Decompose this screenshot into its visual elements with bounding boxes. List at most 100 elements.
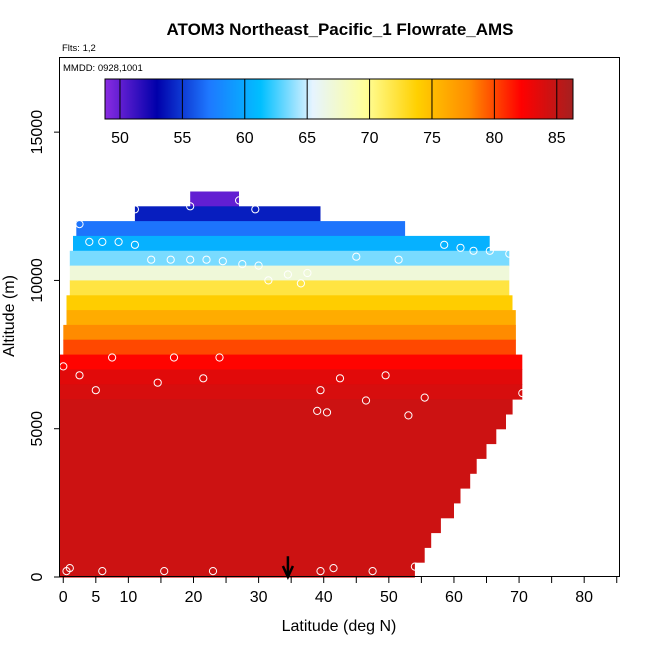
flights-annotation: Flts: 1,2 (62, 43, 96, 54)
x-tick-label-10: 10 (119, 589, 137, 606)
heatmap-band-20 (60, 488, 461, 504)
colorbar-label-70: 70 (361, 130, 379, 147)
colorbar: 50 55 60 65 70 75 80 85 (104, 78, 574, 147)
sample-point-36 (381, 371, 390, 380)
sample-point-11 (469, 246, 478, 255)
x-tick-label-50: 50 (380, 589, 398, 606)
sample-point-29 (169, 353, 179, 362)
heatmap-band-14 (60, 399, 513, 415)
heatmap-band-18 (60, 458, 477, 474)
sample-point-51 (368, 567, 377, 576)
sample-point-23 (283, 270, 292, 279)
x-axis: 0 5 10 20 30 40 50 60 70 80 (59, 577, 618, 606)
sample-point-8 (130, 240, 139, 249)
y-tick-label-10000: 10000 (29, 258, 46, 303)
date-annotation: MMDD: 0928,1001 (63, 63, 143, 74)
chart-title: ATOM3 Northeast_Pacific_1 Flowrate_AMS (166, 20, 513, 39)
heatmap-band-7 (66, 295, 513, 311)
heatmap-band-17 (60, 443, 487, 459)
heatmap-band-4 (69, 250, 510, 267)
sample-point-49 (316, 567, 325, 576)
sample-point-17 (202, 255, 211, 264)
sample-point-48 (208, 567, 218, 576)
sample-point-5 (85, 237, 94, 246)
x-tick-label-70: 70 (510, 589, 528, 606)
colorbar-label-80: 80 (485, 130, 503, 147)
heatmap-band-8 (66, 310, 516, 326)
sample-point-22 (394, 255, 403, 264)
sample-point-34 (91, 386, 100, 395)
sample-point-10 (456, 243, 465, 252)
colorbar-label-65: 65 (298, 130, 316, 147)
heatmap-band-16 (60, 428, 497, 445)
colorbar-gradient (104, 78, 574, 120)
sample-point-35 (335, 374, 345, 383)
heatmap-band-2 (76, 221, 406, 237)
sample-point-46 (98, 567, 107, 576)
sample-point-15 (166, 255, 175, 264)
heatmap-band-24 (60, 547, 425, 563)
y-tick-label-5000: 5000 (29, 411, 46, 447)
sample-point-40 (313, 406, 322, 415)
x-tick-label-80: 80 (575, 589, 593, 606)
heatmap-band-19 (60, 473, 471, 489)
sample-point-31 (75, 371, 84, 380)
sample-point-30 (215, 353, 224, 362)
sample-point-1 (186, 202, 195, 211)
heatmap-band-13 (60, 384, 523, 400)
sample-point-25 (264, 276, 273, 285)
colorbar-label-50: 50 (111, 130, 129, 147)
sample-point-32 (199, 374, 208, 383)
sample-points (59, 196, 527, 576)
y-tick-label-15000: 15000 (29, 110, 46, 155)
sample-point-45 (62, 567, 71, 576)
sample-point-39 (420, 393, 429, 402)
sample-point-16 (186, 255, 195, 264)
sample-point-20 (254, 261, 263, 270)
colorbar-label-55: 55 (173, 130, 191, 147)
colorbar-label-75: 75 (423, 130, 441, 147)
sample-point-6 (98, 237, 107, 246)
y-tick-label-0: 0 (29, 572, 46, 581)
sample-point-47 (160, 567, 169, 576)
sample-point-19 (238, 260, 247, 269)
sample-point-18 (218, 257, 227, 266)
x-tick-label-20: 20 (185, 589, 203, 606)
y-axis: 0 5000 10000 15000 (29, 110, 60, 581)
x-axis-label: Latitude (deg N) (282, 618, 397, 635)
sample-point-13 (505, 249, 514, 258)
heatmap-band-12 (60, 369, 523, 385)
heatmap-band-6 (69, 280, 510, 296)
heatmap-band-5 (69, 265, 510, 281)
heatmap-band-3 (73, 235, 490, 252)
heatmap-band-11 (60, 354, 523, 370)
sample-point-7 (114, 237, 123, 246)
heatmap-band-25 (60, 562, 415, 578)
sample-point-38 (361, 396, 371, 405)
x-tick-label-60: 60 (445, 589, 463, 606)
heatmap-band-15 (60, 413, 506, 430)
sample-point-3 (130, 205, 139, 214)
heatmap-band-21 (60, 502, 454, 519)
sample-point-14 (147, 255, 156, 264)
sample-point-52 (410, 562, 419, 571)
sample-point-33 (153, 378, 162, 387)
plot-frame (59, 57, 620, 577)
sample-point-4 (75, 220, 84, 229)
sample-point-28 (108, 353, 117, 362)
x-tick-label-40: 40 (315, 589, 333, 606)
sample-point-0 (235, 196, 244, 205)
x-tick-label-5: 5 (91, 589, 100, 606)
sample-point-41 (322, 408, 332, 417)
heatmap-band-22 (60, 517, 441, 534)
heatmap-band-23 (60, 532, 432, 548)
sample-point-37 (316, 386, 325, 395)
sample-point-2 (251, 205, 260, 214)
heatmap-band-9 (63, 324, 516, 341)
sample-point-24 (303, 268, 312, 278)
heatmap-field (60, 191, 523, 578)
x-tick-label-0: 0 (59, 589, 68, 606)
colorbar-label-85: 85 (548, 130, 566, 147)
heatmap-band-10 (63, 339, 516, 356)
